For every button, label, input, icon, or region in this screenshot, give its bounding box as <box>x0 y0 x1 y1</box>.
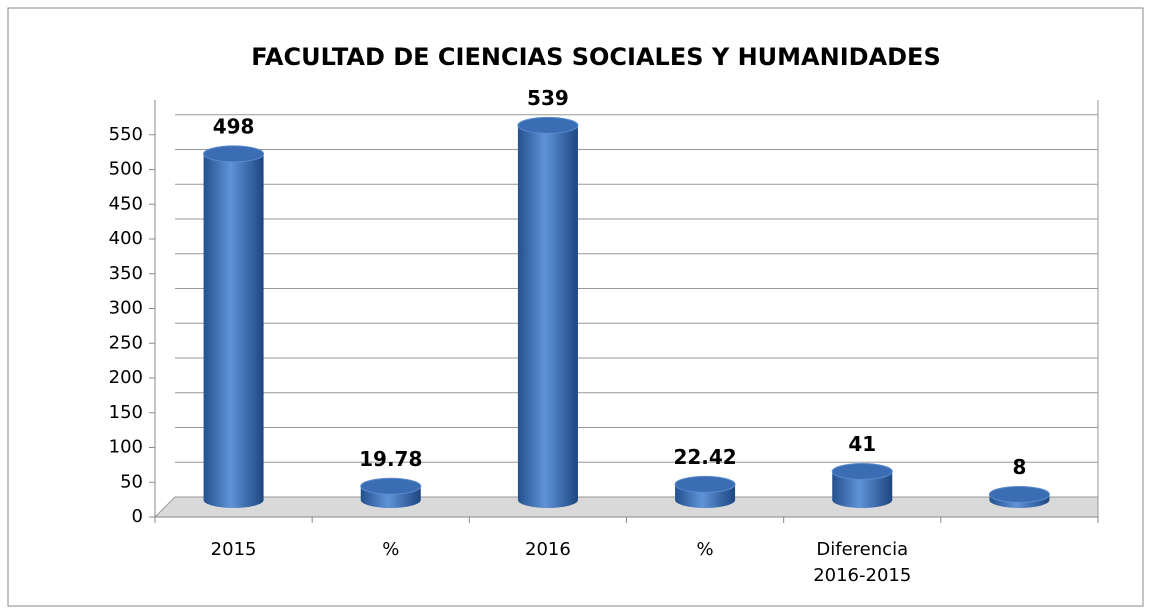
y-tick-label: 400 <box>109 228 143 249</box>
value-label: 41 <box>848 432 876 456</box>
y-tick-label: 550 <box>109 124 143 145</box>
y-tick-label: 0 <box>132 506 143 527</box>
value-label: 19.78 <box>359 447 422 471</box>
y-tick-label: 100 <box>109 437 143 458</box>
bar <box>360 477 422 508</box>
y-tick-label: 500 <box>109 159 143 180</box>
x-tick-label: 2015 <box>210 539 257 560</box>
y-tick-label: 200 <box>109 367 143 388</box>
value-label: 22.42 <box>673 445 736 469</box>
bar-top <box>988 485 1050 503</box>
bar <box>831 463 893 508</box>
y-tick-label: 300 <box>109 298 143 319</box>
bar <box>674 475 736 508</box>
bar-body <box>517 125 578 509</box>
y-tick-label: 350 <box>109 263 143 284</box>
value-label: 539 <box>527 86 569 110</box>
bar-body <box>832 471 893 508</box>
bar <box>517 116 579 509</box>
bar-top <box>674 475 736 493</box>
floor <box>153 496 1099 518</box>
y-tick-label: 450 <box>109 193 143 214</box>
y-tick-label: 250 <box>109 332 143 353</box>
bar <box>203 145 265 508</box>
y-tick-label: 150 <box>109 402 143 423</box>
bar-top <box>831 463 893 481</box>
bar-top <box>517 116 579 134</box>
x-tick-label: Diferencia 2016-2015 <box>813 539 912 586</box>
value-label: 498 <box>213 114 255 138</box>
bar-top <box>360 477 422 495</box>
chart-title: FACULTAD DE CIENCIAS SOCIALES Y HUMANIDA… <box>251 43 940 71</box>
value-label: 8 <box>1012 455 1026 479</box>
x-tick-label: % <box>382 539 400 560</box>
bar <box>988 485 1050 508</box>
y-tick-label: 50 <box>120 471 143 492</box>
bar-top <box>203 145 265 163</box>
x-tick-label: 2016 <box>525 539 571 560</box>
x-tick-label: % <box>696 539 714 560</box>
bar-body <box>203 153 264 508</box>
